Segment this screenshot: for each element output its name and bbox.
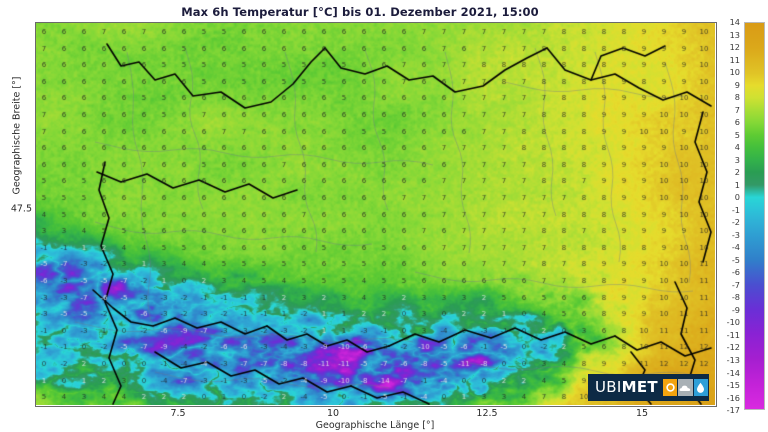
colorbar-tick-label: -10 xyxy=(726,317,740,328)
colorbar-gradient xyxy=(744,22,765,410)
colorbar-tick-label: -1 xyxy=(731,204,740,215)
colorbar-tick-label: -16 xyxy=(726,392,740,403)
x-tick-label: 7.5 xyxy=(170,408,186,419)
droplet-icon xyxy=(693,379,708,396)
cloud-icon xyxy=(678,379,693,396)
logo-text-ubi: UBI xyxy=(595,378,622,396)
colorbar-tick-label: -2 xyxy=(731,217,740,228)
temperature-heatmap-canvas xyxy=(35,22,715,405)
colorbar-tick-label: -7 xyxy=(731,279,740,290)
colorbar-tick-label: -13 xyxy=(726,354,740,365)
colorbar-tick-label: 11 xyxy=(729,54,740,65)
colorbar-tick-label: -15 xyxy=(726,380,740,390)
colorbar-tick-label: 4 xyxy=(734,142,740,153)
sun-icon xyxy=(662,379,678,396)
colorbar-tick-label: -4 xyxy=(731,242,740,253)
colorbar-tick-label: 8 xyxy=(734,92,740,103)
colorbar-tick-label: 3 xyxy=(734,154,740,165)
colorbar-tick-label: -6 xyxy=(731,267,740,278)
colorbar-tick-label: 13 xyxy=(729,29,740,40)
colorbar-tick-label: -5 xyxy=(731,254,740,265)
colorbar-tick-label: 2 xyxy=(734,167,740,178)
logo-wordmark: UBIMET xyxy=(595,380,658,395)
y-tick-label: 47.5 xyxy=(10,203,32,215)
colorbar-tick-label: -11 xyxy=(726,329,740,340)
colorbar-tick-label: -3 xyxy=(731,229,740,240)
page-title: Max 6h Temperatur [°C] bis 01. Dezember … xyxy=(181,5,539,19)
ubimet-logo: UBIMET xyxy=(588,374,709,401)
colorbar-tick-label: 14 xyxy=(729,17,740,27)
colorbar-tick-label: 1 xyxy=(734,179,740,190)
x-tick-label: 12.5 xyxy=(476,408,498,419)
x-tick-label: 15 xyxy=(635,408,649,419)
x-axis-label: Geographische Länge [°] xyxy=(315,420,435,431)
map-plot-area xyxy=(35,22,715,405)
x-tick-label: 10 xyxy=(326,408,340,419)
colorbar: 14 13 12 11 10 9 8 7 6 5 4 3 2 1 0 -1 -2 -3 -4 -5 -6 -7 -8 -9 -1… xyxy=(727,17,765,415)
colorbar-tick-label: 12 xyxy=(729,42,740,52)
colorbar-tick-label: 7 xyxy=(734,104,740,115)
colorbar-tick-label: 0 xyxy=(734,192,740,203)
colorbar-tick-label: 9 xyxy=(734,79,740,90)
colorbar-tick-label: 5 xyxy=(734,129,740,140)
colorbar-tick-label: 10 xyxy=(729,67,740,78)
colorbar-tick-label: -9 xyxy=(731,304,740,315)
colorbar-tick-label: -17 xyxy=(726,405,740,415)
colorbar-tick-label: 6 xyxy=(734,117,740,128)
colorbar-tick-label: -12 xyxy=(726,342,740,353)
logo-text-met: MET xyxy=(621,378,658,396)
y-axis-label: Geographische Breite [°] xyxy=(11,76,23,195)
colorbar-tick-label: -14 xyxy=(726,367,740,378)
colorbar-tick-label: -8 xyxy=(731,292,740,303)
